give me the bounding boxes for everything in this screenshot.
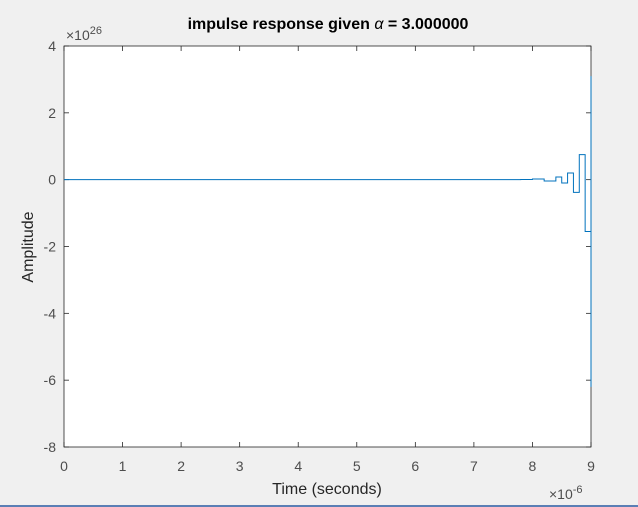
y-exponent-label: ×1026 [66,25,102,43]
x-tick-label: 4 [294,458,302,474]
y-axis-label: Amplitude [20,211,37,282]
y-tick-label: -2 [44,239,57,255]
y-tick-label: -6 [44,372,57,388]
x-exponent-label: ×10-6 [549,484,583,502]
x-tick-label: 7 [470,458,478,474]
x-tick-label: 0 [60,458,68,474]
y-tick-label: -8 [44,439,57,455]
x-tick-label: 8 [529,458,537,474]
y-tick-label: 2 [48,105,56,121]
y-tick-label: 0 [48,172,56,188]
chart-title: impulse response given α = 3.000000 [188,16,469,33]
x-tick-label: 9 [587,458,595,474]
y-ticks: 4 2 0 -2 -4 -6 -8 [44,38,591,455]
impulse-response-line [64,76,592,387]
x-tick-label: 5 [353,458,361,474]
x-ticks: 0 1 2 3 4 5 6 7 8 9 [60,46,595,474]
title-prefix: impulse response given [188,16,370,33]
title-suffix: = 3.000000 [388,16,469,33]
y-tick-label: 4 [48,38,56,54]
x-tick-label: 6 [411,458,419,474]
x-tick-label: 1 [119,458,127,474]
axes-background [63,45,592,448]
title-symbol: α [374,16,384,33]
window-bottom-border [0,505,638,507]
y-tick-label: -4 [44,305,57,321]
x-tick-label: 2 [177,458,185,474]
x-axis-label: Time (seconds) [272,481,382,498]
x-tick-label: 3 [236,458,244,474]
